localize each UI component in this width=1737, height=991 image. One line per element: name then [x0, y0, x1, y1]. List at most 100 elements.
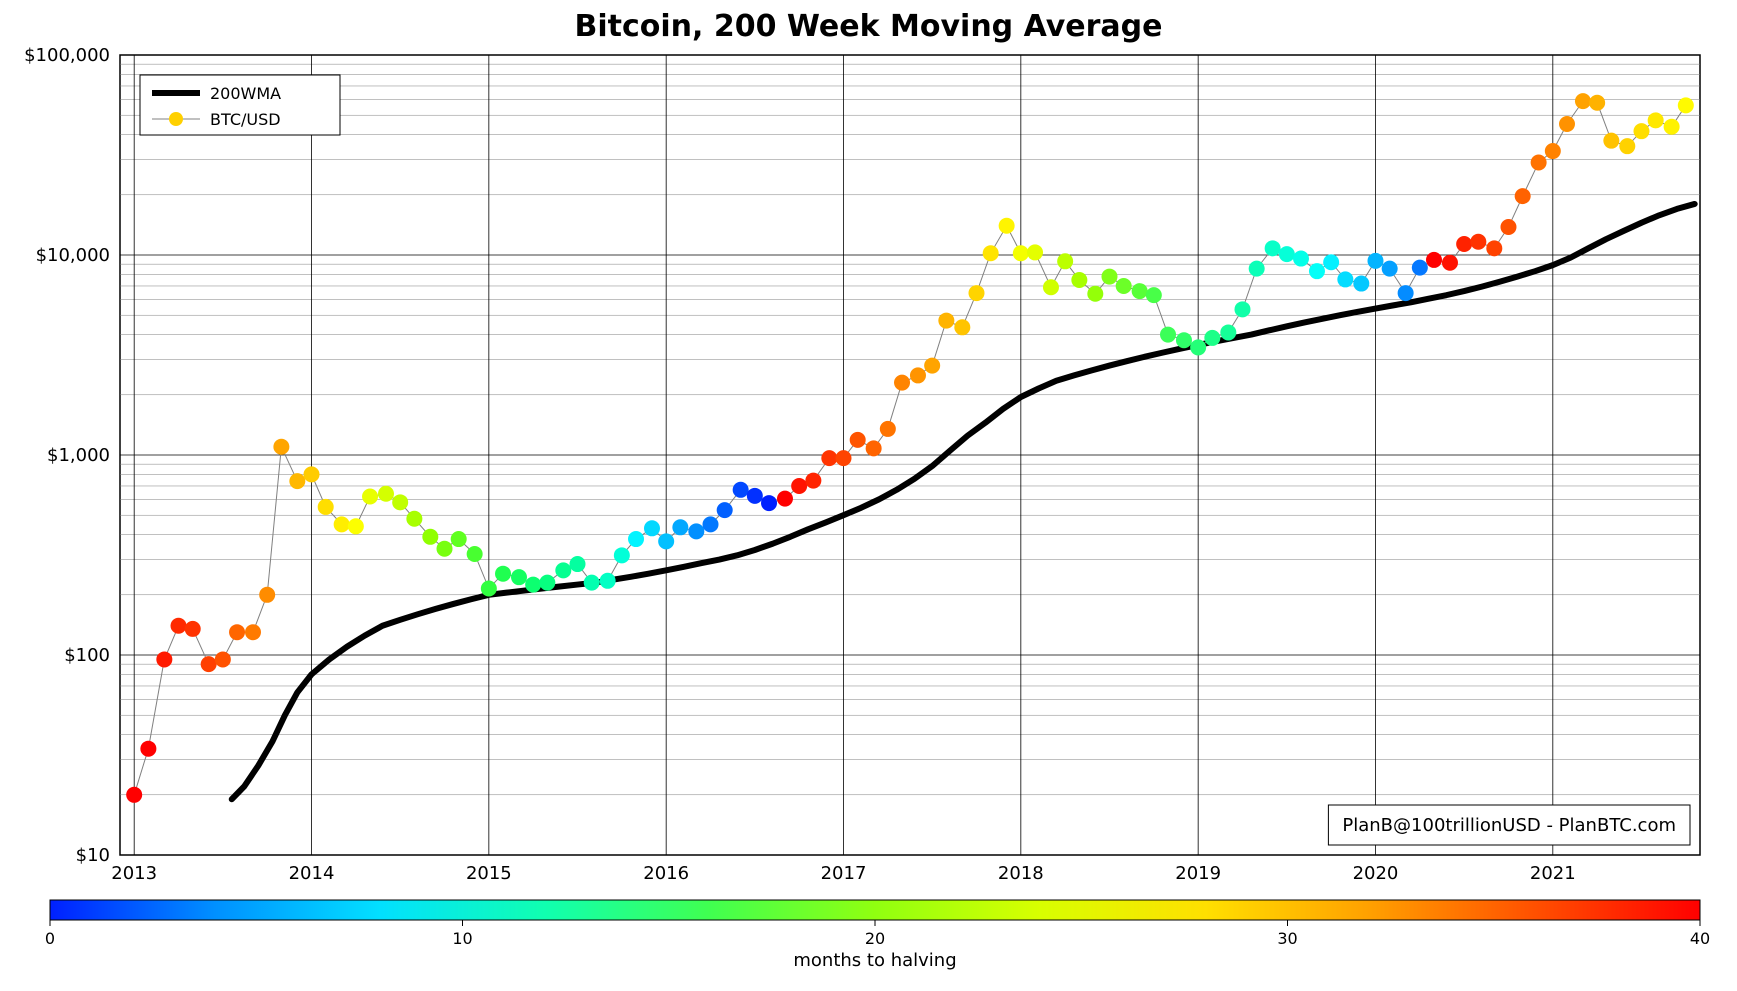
- series-btcusd-marker: [1486, 240, 1502, 256]
- series-btcusd-marker: [761, 495, 777, 511]
- y-tick-label: $100,000: [24, 45, 110, 66]
- series-btcusd-marker: [717, 502, 733, 518]
- series-btcusd-marker: [1545, 143, 1561, 159]
- series-btcusd-marker: [1412, 260, 1428, 276]
- series-btcusd-marker: [880, 421, 896, 437]
- series-btcusd-marker: [467, 546, 483, 562]
- series-btcusd-marker: [1398, 285, 1414, 301]
- y-tick-label: $1,000: [47, 445, 110, 466]
- series-btcusd-marker: [437, 541, 453, 557]
- series-btcusd-marker: [1515, 188, 1531, 204]
- series-btcusd-marker: [1559, 116, 1575, 132]
- series-btcusd-marker: [1648, 112, 1664, 128]
- series-btcusd-marker: [924, 358, 940, 374]
- legend-label-200wma: 200WMA: [210, 84, 281, 103]
- series-btcusd-marker: [555, 562, 571, 578]
- series-btcusd-marker: [1220, 324, 1236, 340]
- x-tick-label: 2017: [821, 863, 867, 884]
- series-btcusd-marker: [259, 587, 275, 603]
- series-btcusd-marker: [1013, 245, 1029, 261]
- series-btcusd-marker: [836, 450, 852, 466]
- colorbar-tick-label: 30: [1277, 929, 1297, 948]
- series-btcusd-marker: [289, 473, 305, 489]
- series-btcusd-marker: [1633, 123, 1649, 139]
- series-btcusd-marker: [451, 531, 467, 547]
- series-btcusd-marker: [938, 313, 954, 329]
- series-btcusd-marker: [334, 516, 350, 532]
- series-btcusd-marker: [539, 575, 555, 591]
- series-btcusd-marker: [628, 531, 644, 547]
- series-btcusd-marker: [156, 651, 172, 667]
- series-btcusd-marker: [273, 439, 289, 455]
- series-btcusd-marker: [894, 375, 910, 391]
- series-btcusd-marker: [1116, 278, 1132, 294]
- series-btcusd-marker: [378, 486, 394, 502]
- series-btcusd-marker: [1043, 279, 1059, 295]
- x-tick-label: 2018: [998, 863, 1044, 884]
- series-btcusd-marker: [777, 491, 793, 507]
- series-btcusd-marker: [1071, 272, 1087, 288]
- series-btcusd-marker: [747, 488, 763, 504]
- series-btcusd-marker: [1057, 253, 1073, 269]
- series-btcusd-marker: [511, 569, 527, 585]
- chart-title: Bitcoin, 200 Week Moving Average: [574, 9, 1162, 44]
- series-btcusd-marker: [171, 618, 187, 634]
- series-btcusd-marker: [672, 519, 688, 535]
- series-btcusd-marker: [348, 518, 364, 534]
- series-btcusd-marker: [1101, 269, 1117, 285]
- series-btcusd-marker: [1190, 339, 1206, 355]
- series-btcusd-marker: [229, 624, 245, 640]
- y-tick-label: $10,000: [36, 245, 110, 266]
- colorbar-tick-label: 20: [865, 929, 885, 948]
- x-tick-label: 2020: [1353, 863, 1399, 884]
- series-btcusd-marker: [805, 473, 821, 489]
- series-btcusd-marker: [1442, 255, 1458, 271]
- series-btcusd-marker: [362, 489, 378, 505]
- series-btcusd-marker: [1426, 252, 1442, 268]
- series-btcusd-marker: [570, 556, 586, 572]
- series-btcusd-marker: [1279, 246, 1295, 262]
- series-btcusd-marker: [1176, 332, 1192, 348]
- series-btcusd-marker: [422, 529, 438, 545]
- series-btcusd-marker: [866, 440, 882, 456]
- series-btcusd-marker: [1678, 97, 1694, 113]
- series-btcusd-marker: [140, 741, 156, 757]
- x-tick-label: 2015: [466, 863, 512, 884]
- series-btcusd-marker: [1293, 251, 1309, 267]
- series-btcusd-marker: [999, 218, 1015, 234]
- x-tick-label: 2013: [111, 863, 157, 884]
- legend-label-btcusd: BTC/USD: [210, 110, 281, 129]
- x-tick-label: 2019: [1175, 863, 1221, 884]
- series-btcusd-marker: [821, 450, 837, 466]
- colorbar-label: months to halving: [793, 950, 956, 971]
- series-btcusd-marker: [1249, 261, 1265, 277]
- series-btcusd-marker: [495, 566, 511, 582]
- series-btcusd-marker: [1367, 253, 1383, 269]
- series-btcusd-marker: [910, 367, 926, 383]
- series-btcusd-marker: [688, 523, 704, 539]
- series-btcusd-marker: [1323, 254, 1339, 270]
- colorbar: [50, 900, 1700, 920]
- series-btcusd-marker: [126, 787, 142, 803]
- colorbar-tick-label: 0: [45, 929, 55, 948]
- series-btcusd-marker: [1234, 301, 1250, 317]
- series-btcusd-marker: [1265, 240, 1281, 256]
- series-btcusd-marker: [201, 656, 217, 672]
- series-btcusd-marker: [481, 581, 497, 597]
- colorbar-tick-label: 40: [1690, 929, 1710, 948]
- series-btcusd-marker: [1353, 276, 1369, 292]
- series-btcusd-marker: [1575, 93, 1591, 109]
- series-btcusd-marker: [584, 575, 600, 591]
- series-btcusd-marker: [1664, 119, 1680, 135]
- series-btcusd-marker: [1619, 138, 1635, 154]
- series-btcusd-marker: [406, 511, 422, 527]
- series-btcusd-marker: [245, 624, 261, 640]
- series-btcusd-marker: [850, 432, 866, 448]
- series-btcusd-marker: [983, 245, 999, 261]
- series-btcusd-marker: [1337, 271, 1353, 287]
- series-btcusd-marker: [1603, 133, 1619, 149]
- series-btcusd-marker: [1204, 330, 1220, 346]
- series-btcusd-marker: [1456, 236, 1472, 252]
- series-btcusd-marker: [215, 651, 231, 667]
- series-btcusd-marker: [600, 573, 616, 589]
